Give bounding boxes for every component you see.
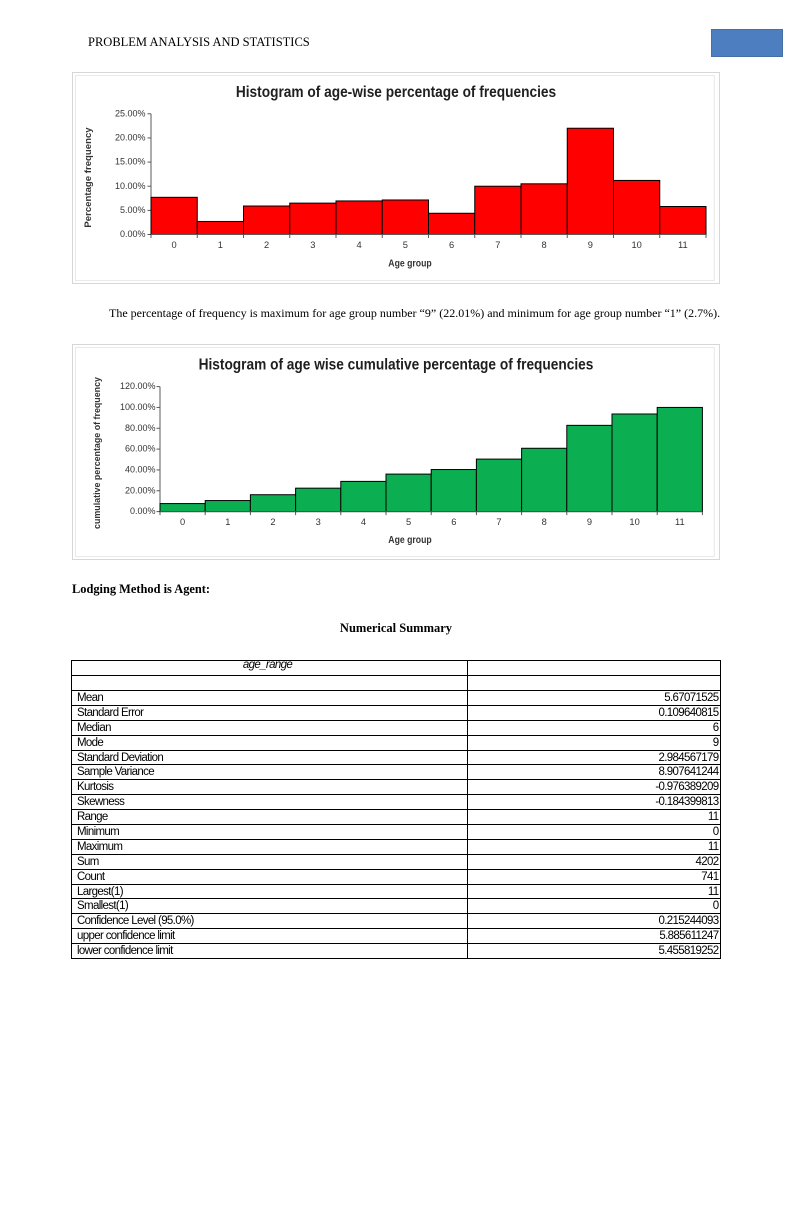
svg-text:100.00%: 100.00% (120, 402, 156, 412)
svg-text:Histogram of age wise cumulati: Histogram of age wise cumulative percent… (199, 357, 594, 374)
svg-text:3: 3 (310, 240, 315, 250)
svg-text:Percentage frequency: Percentage frequency (83, 127, 94, 228)
svg-text:40.00%: 40.00% (125, 465, 156, 475)
svg-text:7: 7 (496, 517, 501, 527)
svg-text:6: 6 (449, 240, 454, 250)
svg-text:6: 6 (451, 517, 456, 527)
svg-text:1: 1 (218, 240, 223, 250)
svg-text:5.00%: 5.00% (120, 205, 146, 215)
svg-text:0.00%: 0.00% (130, 506, 156, 516)
svg-text:Age group: Age group (388, 258, 432, 270)
svg-text:5: 5 (406, 517, 411, 527)
svg-text:11: 11 (678, 240, 688, 250)
svg-text:Age group: Age group (388, 535, 432, 547)
svg-text:11: 11 (675, 517, 685, 527)
svg-text:25.00%: 25.00% (115, 108, 146, 118)
svg-text:20.00%: 20.00% (125, 485, 156, 495)
svg-text:4: 4 (357, 240, 362, 250)
svg-text:1: 1 (225, 517, 230, 527)
svg-text:10: 10 (631, 240, 641, 250)
svg-text:20.00%: 20.00% (115, 133, 146, 143)
svg-text:9: 9 (587, 517, 592, 527)
svg-text:8: 8 (542, 517, 547, 527)
svg-text:8: 8 (542, 240, 547, 250)
svg-text:2: 2 (270, 517, 275, 527)
svg-text:9: 9 (588, 240, 593, 250)
svg-text:120.00%: 120.00% (120, 381, 156, 391)
svg-text:3: 3 (316, 517, 321, 527)
svg-text:Histogram of age-wise percenta: Histogram of age-wise percentage of freq… (236, 84, 556, 101)
svg-text:80.00%: 80.00% (125, 423, 156, 433)
svg-text:0: 0 (172, 240, 177, 250)
svg-text:7: 7 (495, 240, 500, 250)
svg-text:4: 4 (361, 517, 366, 527)
svg-text:60.00%: 60.00% (125, 444, 156, 454)
svg-text:10: 10 (629, 517, 639, 527)
svg-text:0: 0 (180, 517, 185, 527)
svg-text:cumulative percentage of frequ: cumulative percentage of frequency (92, 377, 102, 529)
svg-text:0.00%: 0.00% (120, 229, 146, 239)
svg-text:10.00%: 10.00% (115, 181, 146, 191)
svg-text:5: 5 (403, 240, 408, 250)
svg-text:15.00%: 15.00% (115, 157, 146, 167)
svg-text:2: 2 (264, 240, 269, 250)
